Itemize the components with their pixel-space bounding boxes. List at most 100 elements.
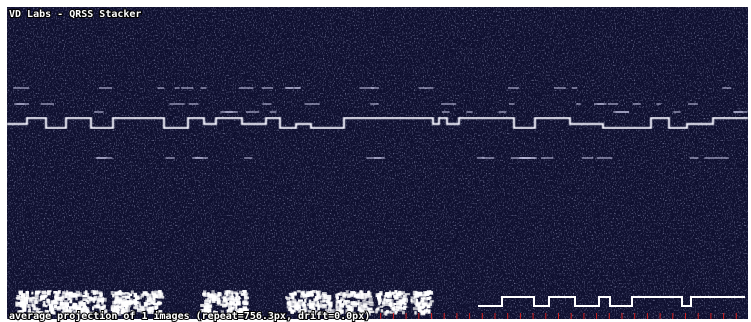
glyph-pixel [367, 290, 371, 296]
glyph-pixel [347, 300, 350, 304]
glyph-pixel [242, 306, 248, 311]
glyph-pixel [295, 304, 300, 309]
glyph-pixel [352, 311, 356, 317]
glyph-pixel [389, 290, 392, 296]
glyph-pixel [403, 294, 408, 300]
glyph-pixel [401, 310, 405, 315]
glyph-pixel [357, 306, 361, 312]
glyph-pixel [158, 290, 162, 293]
glyph-pixel [321, 293, 326, 298]
glyph-pixel [114, 292, 120, 298]
glyph-pixel [73, 310, 78, 315]
glyph-pixel [328, 301, 333, 307]
glyph-pixel [369, 310, 375, 314]
glyph-pixel [75, 306, 79, 311]
glyph-pixel [117, 297, 122, 302]
glyph-pixel [146, 298, 152, 303]
glyph-pixel [28, 307, 31, 310]
glyph-pixel [15, 301, 18, 306]
glyph-pixel [36, 290, 40, 294]
glyph-pixel [103, 297, 107, 302]
glyph-pixel [364, 309, 369, 314]
glyph-pixel [153, 290, 158, 294]
glyph-pixel [54, 294, 59, 299]
glyph-pixel [215, 293, 220, 298]
glyph-pixel [412, 307, 418, 311]
glyph-pixel [110, 307, 115, 312]
glyph-pixel [51, 300, 56, 305]
glyph-pixel [96, 301, 100, 306]
glyph-pixel [72, 307, 77, 311]
glyph-pixel [20, 298, 23, 303]
glyph-pixel [22, 306, 27, 312]
glyph-pixel [82, 298, 88, 302]
glyph-pixel [299, 301, 304, 306]
glyph-pixel [395, 309, 399, 312]
glyph-pixel [114, 298, 119, 301]
glyph-pixel [303, 294, 306, 299]
glyph-pixel [143, 311, 146, 315]
glyph-pixel [369, 301, 374, 307]
glyph-pixel [21, 293, 26, 297]
glyph-pixel [393, 302, 396, 306]
glyph-pixel [378, 299, 381, 304]
glyph-pixel [54, 299, 59, 304]
glyph-pixel [92, 290, 97, 295]
glyph-pixel [388, 302, 392, 307]
spectrogram-noise [7, 7, 748, 319]
glyph-pixel [231, 292, 234, 298]
glyph-pixel [79, 292, 82, 295]
glyph-pixel [230, 295, 234, 301]
glyph-pixel [31, 311, 35, 314]
glyph-pixel [50, 307, 55, 311]
glyph-pixel [318, 305, 323, 309]
glyph-pixel [301, 303, 307, 308]
glyph-pixel [112, 294, 115, 298]
glyph-pixel [348, 293, 353, 298]
glyph-pixel [142, 293, 145, 296]
glyph-pixel [311, 293, 314, 297]
glyph-pixel [235, 301, 241, 306]
glyph-pixel [142, 291, 147, 295]
glyph-pixel [321, 311, 325, 315]
glyph-pixel [376, 307, 380, 310]
glyph-pixel [44, 309, 49, 313]
glyph-pixel [348, 305, 353, 308]
glyph-pixel [37, 308, 41, 311]
glyph-pixel [289, 292, 293, 297]
glyph-pixel [134, 304, 139, 310]
glyph-pixel [300, 295, 305, 298]
glyph-pixel [329, 309, 335, 314]
glyph-pixel [339, 303, 344, 308]
glyph-pixel [345, 290, 349, 296]
glyph-pixel [129, 293, 133, 297]
glyph-pixel [154, 305, 159, 310]
glyph-pixel [94, 304, 99, 308]
glyph-pixel [241, 292, 246, 296]
glyph-pixel [410, 300, 415, 304]
glyph-pixel [304, 298, 307, 303]
glyph-pixel [103, 310, 108, 313]
glyph-pixel [341, 309, 345, 314]
glyph-pixel [149, 302, 152, 305]
glyph-pixel [383, 311, 387, 316]
glyph-pixel [100, 306, 104, 310]
glyph-pixel [393, 294, 398, 298]
glyph-pixel [396, 300, 401, 304]
glyph-pixel [380, 309, 384, 313]
glyph-pixel [117, 290, 122, 296]
glyph-pixel [238, 297, 241, 300]
glyph-pixel [93, 298, 97, 302]
glyph-pixel [61, 298, 65, 301]
glyph-pixel [322, 304, 326, 308]
glyph-pixel [315, 304, 320, 308]
glyph-pixel [410, 296, 416, 299]
glyph-pixel [217, 297, 221, 302]
signal-traces [7, 87, 748, 317]
glyph-pixel [228, 304, 233, 310]
glyph-pixel [341, 298, 345, 301]
glyph-pixel [19, 302, 25, 308]
glyph-pixel [18, 291, 22, 296]
glyph-pixel [398, 295, 403, 299]
